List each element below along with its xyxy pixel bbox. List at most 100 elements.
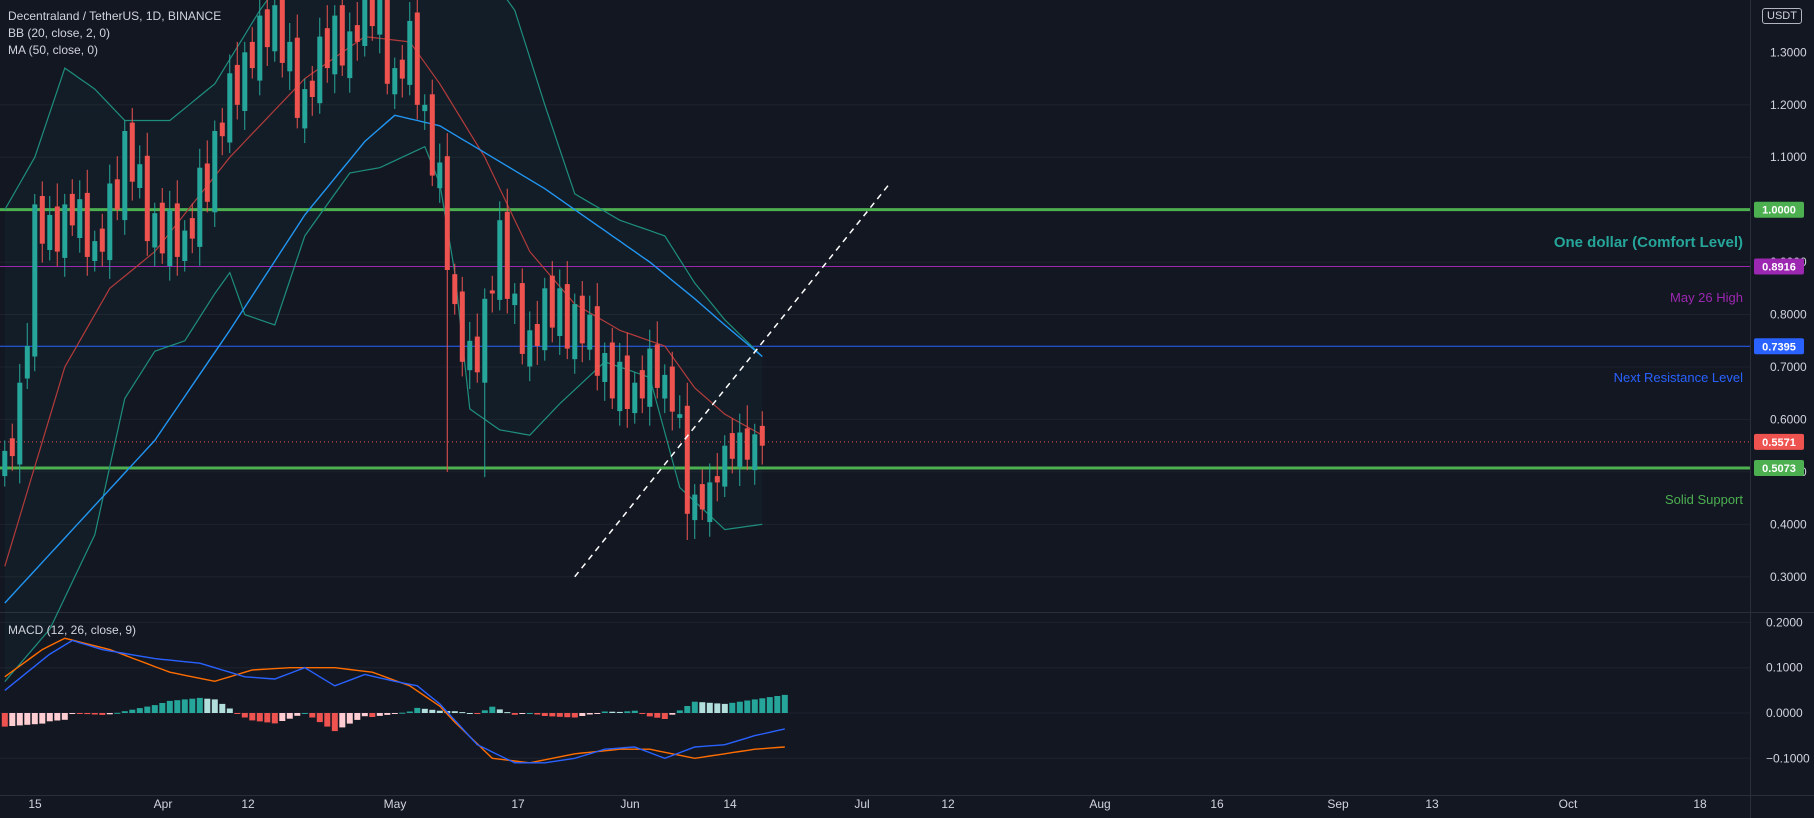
macd-histogram-bar — [526, 713, 533, 714]
candle-body — [429, 94, 435, 176]
candle-body — [437, 162, 443, 189]
macd-histogram-bar — [369, 713, 376, 717]
candle-body — [482, 298, 488, 383]
price-tick-label: 0.8000 — [1770, 308, 1807, 322]
macd-histogram-bar — [234, 713, 241, 714]
candle-body — [122, 131, 128, 221]
macd-histogram-bar — [129, 709, 136, 713]
time-tick-label: 14 — [723, 797, 737, 811]
macd-tick-label: 0.0000 — [1766, 706, 1803, 720]
candle-body — [9, 438, 15, 457]
macd-histogram-bar — [249, 713, 256, 721]
candle-body — [62, 204, 68, 258]
macd-histogram-bar — [219, 703, 226, 713]
macd-histogram-bar — [594, 713, 601, 714]
macd-histogram-bar — [759, 698, 766, 713]
macd-histogram-bar — [324, 713, 331, 727]
macd-histogram-bar — [316, 713, 323, 723]
ma50-line — [4, 114, 763, 604]
candle-body — [129, 122, 135, 182]
macd-histogram-bar — [496, 709, 503, 713]
macd-histogram-bar — [736, 701, 743, 713]
macd-histogram-bar — [241, 713, 248, 718]
macd-histogram-bar — [774, 696, 781, 713]
macd-histogram-bar — [489, 706, 496, 713]
candle-body — [219, 122, 225, 137]
macd-histogram-bar — [46, 713, 53, 722]
ma-legend[interactable]: MA (50, close, 0) — [8, 43, 99, 57]
time-tick-label: 16 — [1210, 797, 1224, 811]
trendline-group — [574, 182, 891, 578]
candle-body — [557, 288, 563, 336]
macd-tick-label: 0.1000 — [1766, 661, 1803, 675]
macd-histogram-bar — [226, 708, 233, 713]
macd-histogram-bar — [429, 709, 436, 713]
macd-histogram-bar — [436, 710, 443, 713]
macd-histogram-bar — [414, 707, 421, 713]
candle-body — [54, 206, 60, 252]
macd-histogram-bar — [76, 713, 83, 714]
bb-basis-line — [4, 35, 763, 567]
macd-histogram-bar — [16, 713, 23, 726]
candles — [2, 0, 765, 541]
macd-histogram-bar — [766, 697, 773, 713]
candle-body — [309, 80, 315, 97]
level-label-may-26-high: May 26 High — [1670, 290, 1743, 305]
candle-body — [99, 228, 105, 252]
time-tick-label: 13 — [1425, 797, 1439, 811]
time-tick-label: 18 — [1693, 797, 1707, 811]
macd-legend[interactable]: MACD (12, 26, close, 9) — [8, 623, 137, 637]
candle-body — [17, 382, 23, 465]
candle-body — [339, 5, 345, 66]
candle-body — [572, 304, 578, 360]
bb-legend[interactable]: BB (20, close, 2, 0) — [8, 26, 111, 40]
price-badge — [1754, 201, 1804, 218]
macd-histogram-bar — [204, 698, 211, 713]
macd-histogram-bar — [384, 713, 391, 715]
candle-body — [684, 405, 690, 514]
candle-body — [534, 324, 540, 346]
macd-histogram-bar — [699, 702, 706, 713]
candle-body — [654, 344, 660, 388]
candle-body — [564, 284, 570, 349]
candle-body — [624, 355, 630, 409]
candle-body — [294, 37, 300, 118]
candle-body — [234, 64, 240, 105]
candle-body — [279, 0, 285, 63]
candle-body — [302, 89, 308, 129]
candle-body — [692, 494, 698, 521]
macd-histogram-bar — [91, 713, 98, 715]
macd-histogram-bar — [339, 713, 346, 728]
macd-histogram-bar — [399, 712, 406, 714]
price-tick-label: 1.1000 — [1770, 150, 1807, 164]
bollinger-band-fill — [4, 0, 763, 682]
candle-body — [287, 41, 293, 72]
candle-body — [114, 179, 120, 210]
dashed-trendline[interactable] — [574, 182, 891, 578]
candle-body — [662, 374, 668, 399]
macd-histogram-bar — [579, 713, 586, 716]
candle-body — [617, 361, 623, 412]
macd-histogram-bar — [271, 713, 278, 724]
candle-body — [452, 274, 458, 305]
candle-body — [257, 15, 263, 81]
candle-body — [647, 348, 653, 407]
candle-body — [174, 203, 180, 257]
macd-histogram-bar — [159, 703, 166, 713]
currency-badge[interactable]: USDT — [1762, 8, 1802, 24]
macd-histogram-bar — [391, 713, 398, 714]
macd-histogram-bar — [549, 713, 556, 717]
macd-histogram-bar — [616, 711, 623, 713]
macd-histogram-bar — [406, 711, 413, 713]
candle-body — [632, 382, 638, 414]
macd-histogram-bar — [196, 697, 203, 713]
macd-histogram-bar — [181, 699, 188, 713]
macd-histogram-bar — [286, 713, 293, 719]
candle-body — [369, 0, 375, 27]
candle-body — [414, 12, 420, 105]
time-tick-label: Aug — [1089, 797, 1110, 811]
candle-body — [467, 340, 473, 371]
macd-tick-label: 0.2000 — [1766, 615, 1803, 629]
candle-body — [69, 193, 75, 226]
